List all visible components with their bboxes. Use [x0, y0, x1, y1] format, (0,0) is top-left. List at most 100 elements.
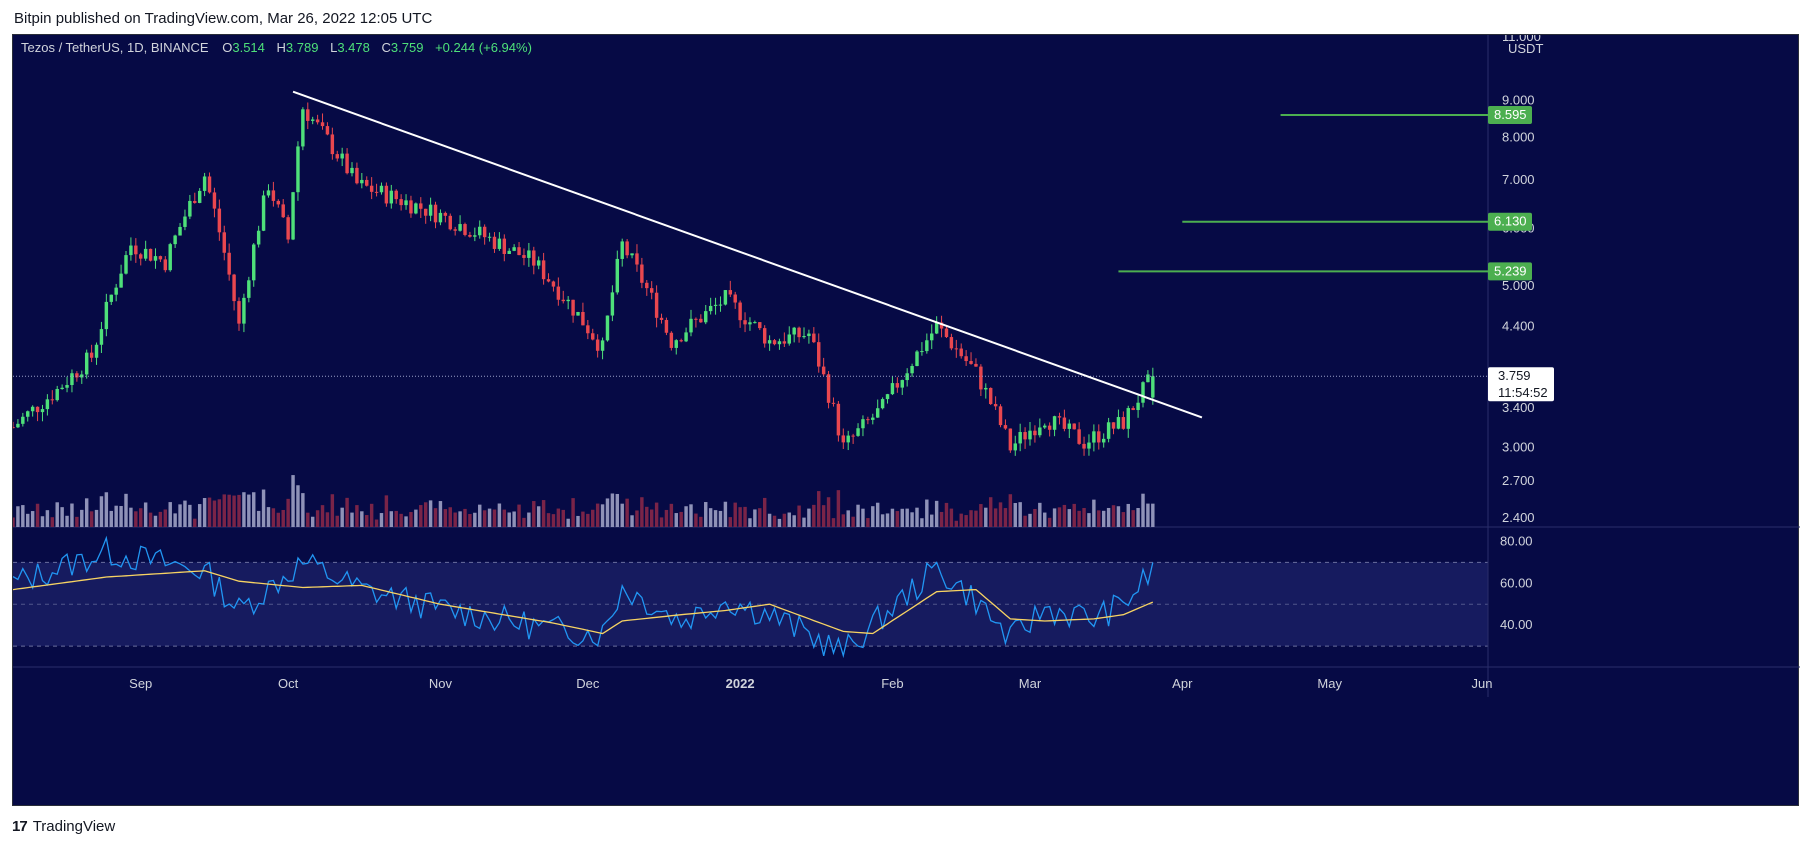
volume-bar [723, 501, 728, 527]
candle-body [861, 419, 865, 429]
candle-body [1151, 376, 1155, 398]
volume-bar [448, 507, 452, 527]
time-tick-label: Nov [429, 676, 453, 691]
volume-bar [767, 513, 772, 527]
candle-body [487, 236, 492, 238]
volume-bar [640, 497, 644, 527]
chart-frame[interactable]: 11.0009.0008.0007.0006.0005.0004.4003.40… [12, 34, 1800, 807]
volume-bar [605, 498, 610, 527]
volume-bar [340, 507, 344, 527]
candle-body [65, 385, 69, 388]
chart-svg[interactable]: 11.0009.0008.0007.0006.0005.0004.4003.40… [13, 35, 1800, 807]
volume-bar [212, 500, 217, 527]
candle-body [193, 200, 197, 203]
volume-bar [148, 512, 153, 527]
candle-body [925, 340, 929, 352]
volume-bar [998, 502, 1003, 527]
candle-body [797, 327, 801, 338]
volume-bar [772, 515, 777, 527]
volume-bar [812, 504, 816, 527]
volume-bar [183, 500, 187, 527]
volume-bar [753, 509, 757, 527]
volume-bar [649, 509, 654, 527]
volume-bar [1131, 510, 1135, 527]
candle-body [713, 304, 718, 306]
volume-bar [237, 494, 241, 527]
volume-bar [880, 514, 885, 527]
candle-body [497, 238, 502, 249]
volume-bar [139, 508, 143, 527]
candle-body [463, 224, 467, 235]
candle-body [866, 419, 870, 421]
candle-body [1033, 430, 1037, 436]
candle-body [80, 374, 84, 378]
candle-body [60, 387, 64, 390]
volume-bar [728, 517, 733, 527]
candle-body [787, 334, 791, 344]
candle-body [502, 238, 507, 254]
target-price-label: 6.130 [1494, 214, 1527, 229]
volume-bar [787, 512, 791, 527]
time-axis-ticks: Sep Oct Nov Dec 2022 Feb Mar Apr May Jun [129, 676, 1492, 691]
target-levels[interactable] [1118, 113, 1488, 273]
volume-bar [423, 502, 428, 527]
volume-bar [335, 515, 339, 527]
volume-bar [925, 499, 929, 527]
volume-bar [389, 511, 394, 527]
candle-body [404, 200, 408, 206]
candle-body [30, 406, 35, 412]
candle-body [423, 208, 428, 216]
volume-bar [836, 490, 841, 527]
candle-body [286, 217, 290, 240]
volume-bar [915, 507, 919, 527]
descending-trendline[interactable] [292, 90, 1203, 419]
volume-bar [16, 506, 20, 527]
candle-body [600, 340, 605, 351]
volume-bar [114, 505, 118, 527]
volume-bar [453, 512, 457, 527]
volume-bar [610, 493, 615, 527]
volume-bar [207, 497, 212, 527]
volume-bar [70, 503, 74, 527]
volume-bar [242, 492, 246, 527]
volume-bar [743, 506, 747, 527]
rsi-axis-ticks: 80.00 60.00 40.00 [1500, 533, 1533, 632]
candle-body [492, 236, 497, 249]
volume-bar [993, 508, 998, 527]
candle-body [753, 322, 757, 324]
volume-bar [866, 518, 870, 527]
volume-bar [502, 509, 507, 527]
volume-bar [21, 505, 25, 527]
candle-body [551, 281, 556, 287]
volume-bar [679, 511, 683, 527]
volume-bar [252, 492, 256, 527]
volume-bar [409, 512, 413, 527]
volume-bar [949, 508, 954, 527]
volume-bar [959, 513, 963, 527]
candle-body [478, 226, 482, 236]
candle-body [1072, 423, 1076, 430]
volume-bar [168, 502, 172, 527]
tradingview-branding[interactable]: 17 TradingView [12, 818, 115, 835]
legend-open-label: O [222, 40, 232, 55]
candle-body [920, 351, 924, 353]
candle-body [1047, 425, 1052, 430]
candle-body [699, 318, 703, 323]
target-price-label: 8.595 [1494, 107, 1527, 122]
candle-body [910, 366, 914, 374]
candle-body [232, 274, 236, 302]
time-tick-label: 2022 [726, 676, 755, 691]
legend-close-value: 3.759 [391, 40, 424, 55]
volume-bar [1126, 503, 1130, 527]
volume-bar [310, 516, 315, 527]
candle-body [723, 290, 728, 305]
candle-body [261, 195, 266, 231]
volume-bar [365, 515, 369, 527]
candle-body [399, 199, 403, 206]
candle-body [458, 224, 462, 231]
candle-body [276, 200, 281, 205]
volume-bar [65, 515, 69, 527]
candle-body [217, 208, 222, 233]
candle-body [556, 286, 561, 300]
volume-bar [109, 510, 113, 527]
